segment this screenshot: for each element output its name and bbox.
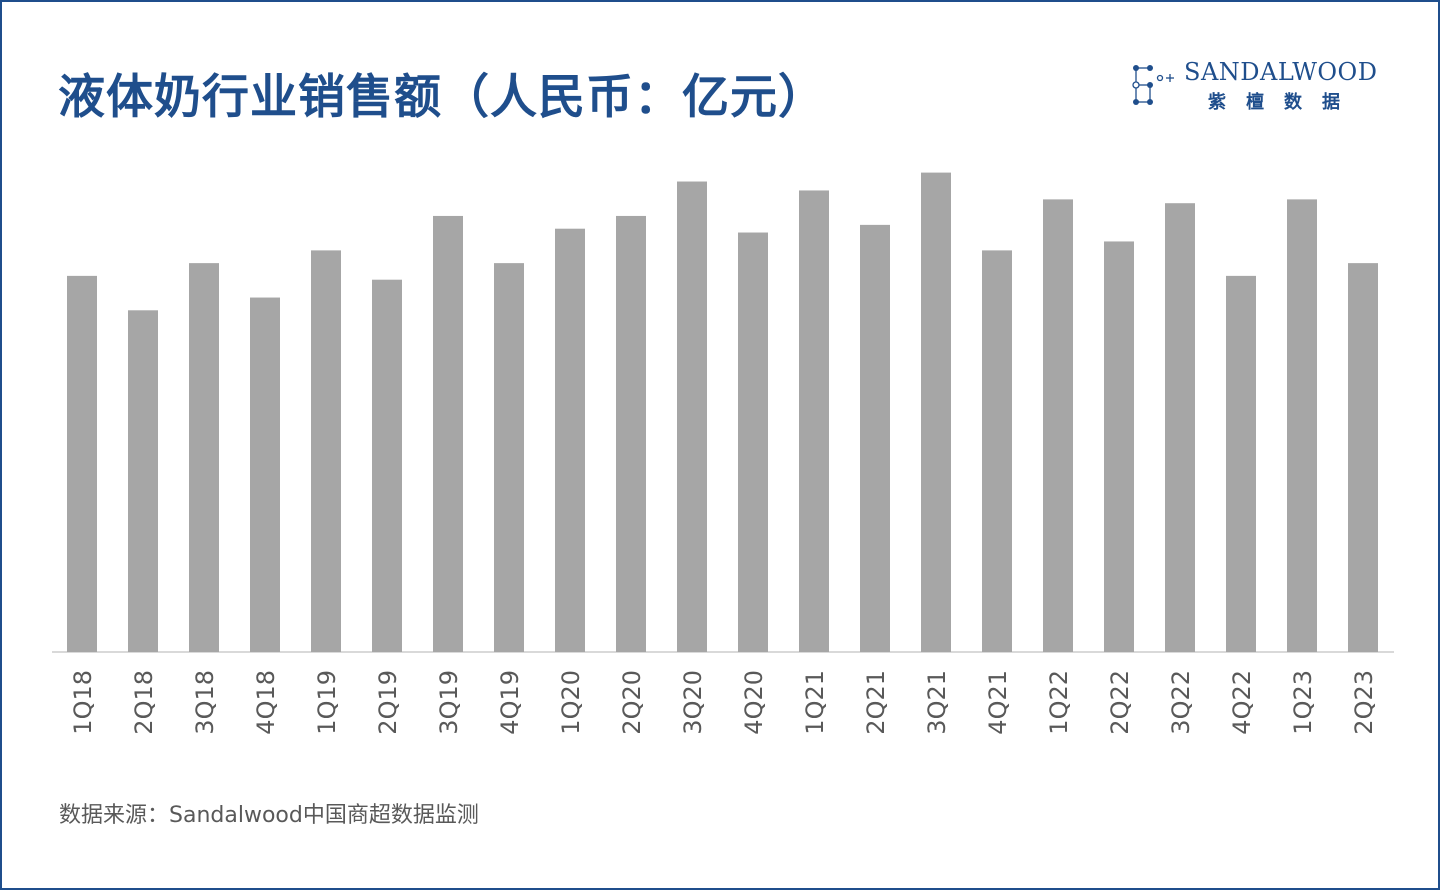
x-tick-label-3Q19: 3Q19 — [435, 670, 463, 735]
sandalwood-logo: SANDALWOOD 紫檀数据 — [1126, 56, 1386, 116]
bar-3Q19 — [433, 215, 463, 652]
bar-3Q21 — [921, 172, 951, 652]
bar-1Q19 — [311, 250, 341, 652]
x-tick-label-4Q22: 4Q22 — [1228, 670, 1256, 735]
x-tick-label-1Q19: 1Q19 — [313, 670, 341, 735]
x-tick-label-2Q18: 2Q18 — [130, 670, 158, 735]
x-tick-label-2Q19: 2Q19 — [374, 670, 402, 735]
bar-4Q18 — [250, 297, 280, 652]
x-tick-label-4Q20: 4Q20 — [740, 670, 768, 735]
bar-2Q18 — [128, 310, 158, 652]
x-tick-label-3Q20: 3Q20 — [679, 670, 707, 735]
bar-4Q19 — [494, 263, 524, 652]
bar-2Q19 — [372, 279, 402, 652]
logo-name-en: SANDALWOOD — [1184, 58, 1378, 86]
bar-4Q21 — [982, 250, 1012, 652]
x-tick-label-2Q21: 2Q21 — [862, 670, 890, 735]
bar-1Q18 — [67, 275, 97, 652]
bar-2Q22 — [1104, 241, 1134, 652]
bar-2Q23 — [1348, 263, 1378, 652]
x-tick-label-1Q23: 1Q23 — [1289, 670, 1317, 735]
bar-2Q21 — [860, 224, 890, 652]
bar-3Q22 — [1165, 203, 1195, 652]
bar-2Q20 — [616, 215, 646, 652]
bar-1Q22 — [1043, 199, 1073, 652]
bar-4Q22 — [1226, 275, 1256, 652]
x-tick-label-1Q22: 1Q22 — [1045, 670, 1073, 735]
x-tick-label-4Q18: 4Q18 — [252, 670, 280, 735]
x-tick-label-2Q22: 2Q22 — [1106, 670, 1134, 735]
source-note: 数据来源：Sandalwood中国商超数据监测 — [59, 803, 479, 828]
bar-1Q23 — [1287, 199, 1317, 652]
x-tick-label-4Q21: 4Q21 — [984, 670, 1012, 735]
x-tick-label-1Q21: 1Q21 — [801, 670, 829, 735]
bar-4Q20 — [738, 232, 768, 652]
x-tick-label-1Q20: 1Q20 — [557, 670, 585, 735]
x-tick-label-2Q20: 2Q20 — [618, 670, 646, 735]
x-tick-label-3Q22: 3Q22 — [1167, 670, 1195, 735]
bar-1Q21 — [799, 190, 829, 652]
x-tick-label-3Q18: 3Q18 — [191, 670, 219, 735]
page-title: 液体奶行业销售额（人民币：亿元） — [58, 70, 826, 125]
x-tick-label-4Q19: 4Q19 — [496, 670, 524, 735]
bar-3Q20 — [677, 181, 707, 652]
x-tick-label-3Q21: 3Q21 — [923, 670, 951, 735]
x-tick-label-2Q23: 2Q23 — [1350, 670, 1378, 735]
bar-1Q20 — [555, 228, 585, 652]
bar-3Q18 — [189, 263, 219, 652]
sandalwood-logo-mark-icon — [1132, 65, 1174, 105]
logo-name-cn: 紫檀数据 — [1208, 92, 1360, 113]
x-tick-label-1Q18: 1Q18 — [69, 670, 97, 735]
